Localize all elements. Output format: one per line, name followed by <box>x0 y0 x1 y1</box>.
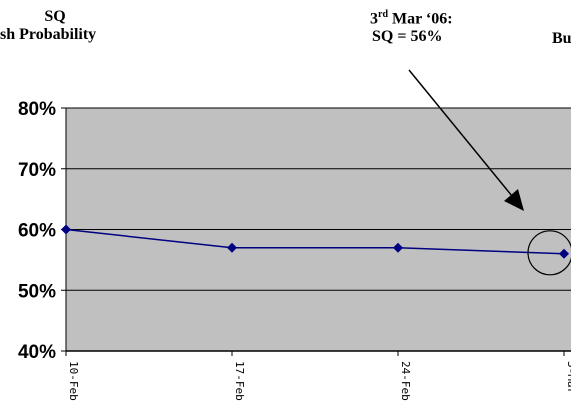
right-annotation-fragment: Bu <box>552 30 571 47</box>
y-tick-label-40: 40% <box>18 342 56 363</box>
center-annotation-month-year: Mar ‘06: <box>388 10 453 28</box>
series-line <box>65 228 565 255</box>
y-tick-label-70: 70% <box>18 160 56 181</box>
data-point-17-Feb <box>227 242 237 253</box>
x-tick-label-10-Feb: 10-Feb <box>67 361 80 401</box>
series-layer <box>61 224 569 259</box>
highlight-circle <box>527 230 571 276</box>
center-annotation-ordinal: rd <box>378 9 388 20</box>
callout-arrow <box>408 69 524 211</box>
y-tick-label-50: 50% <box>18 281 56 302</box>
y-axis-ticks: 40% 50% 60% 70% 80% <box>18 99 66 363</box>
data-point-3-Mar <box>559 248 569 259</box>
center-annotation-date: 3rd Mar ‘06: <box>370 6 453 28</box>
center-annotation-value: SQ = 56% <box>372 28 443 46</box>
y-tick-label-60: 60% <box>18 221 56 242</box>
gridlines <box>66 107 571 291</box>
callout-arrow-head <box>504 189 524 211</box>
x-tick-label-3-Mar: 3-Mar <box>565 361 571 394</box>
center-annotation-day: 3 <box>370 10 378 28</box>
x-tick-label-24-Feb: 24-Feb <box>399 361 412 401</box>
data-point-24-Feb <box>393 242 403 253</box>
x-tick-label-17-Feb: 17-Feb <box>233 361 246 401</box>
callout-arrow-line <box>408 69 513 197</box>
left-annotation-line1: SQ <box>44 8 66 25</box>
x-axis-ticks: 10-Feb 17-Feb 24-Feb 3-Mar <box>65 351 571 401</box>
left-annotation: SQ sh Probability <box>0 8 97 44</box>
y-tick-label-80: 80% <box>18 99 56 120</box>
data-point-10-Feb <box>61 224 71 235</box>
center-annotation: 3rd Mar ‘06: SQ = 56% <box>370 6 453 46</box>
left-annotation-line2: sh Probability <box>0 26 97 43</box>
